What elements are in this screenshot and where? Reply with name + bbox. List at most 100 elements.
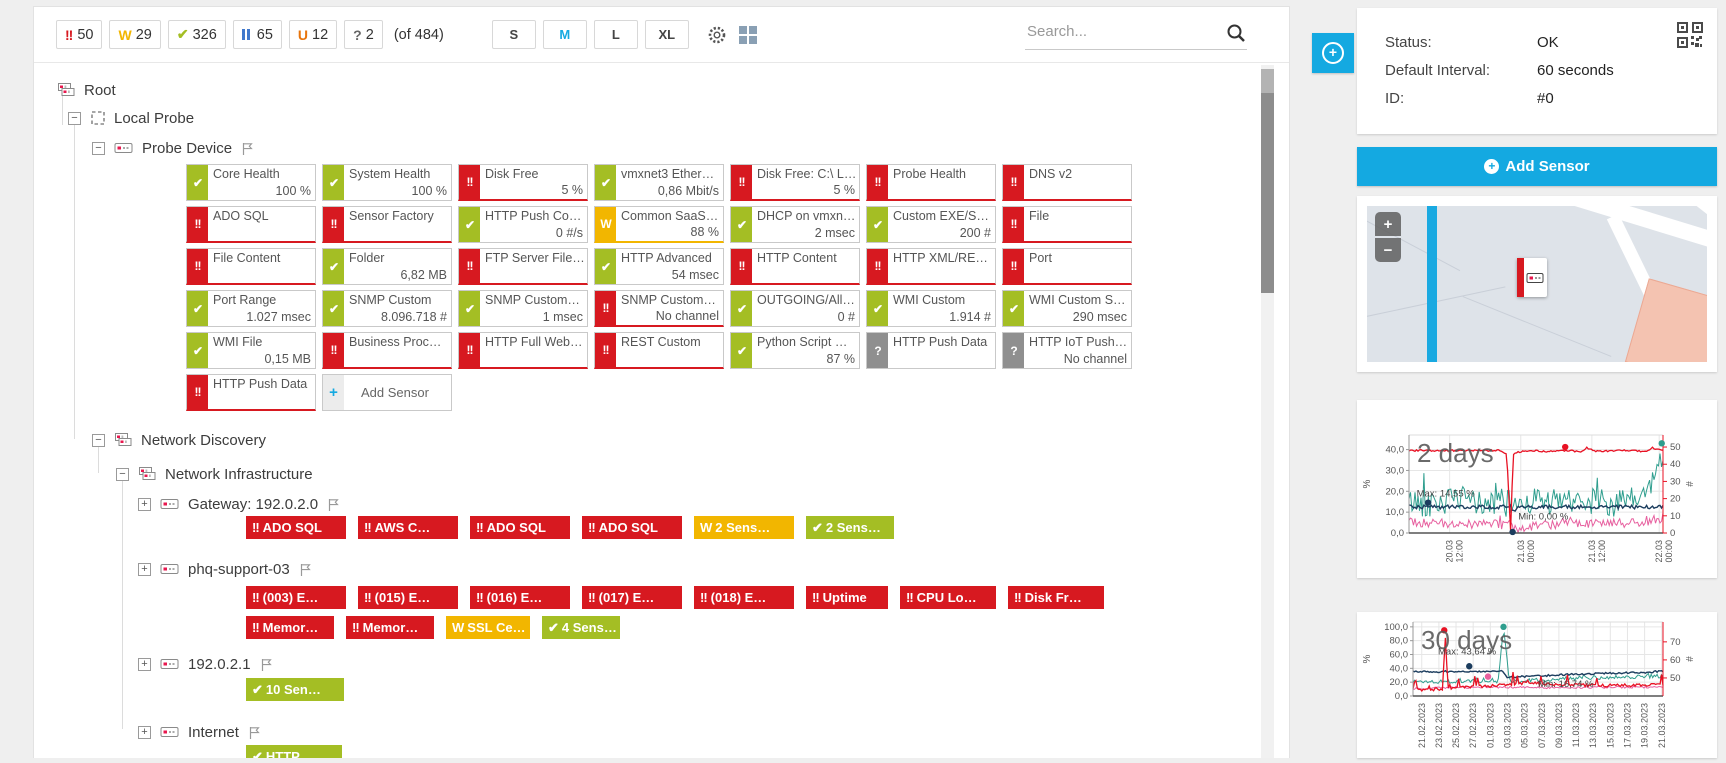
sensor-chip[interactable]: !! Memor… [346, 616, 434, 639]
sensor-tile[interactable]: !! HTTP Full Web… [458, 332, 588, 369]
sensor-tile[interactable]: ? HTTP Push Data [866, 332, 996, 369]
vertical-scrollbar[interactable] [1261, 65, 1274, 758]
sensor-tile[interactable]: !! HTTP Content [730, 248, 860, 285]
collapse-toggle[interactable]: − [92, 141, 105, 155]
sensor-chip[interactable]: ✔ 10 Sen… [246, 678, 344, 701]
sensor-tile[interactable]: !! Disk Free 5 % [458, 164, 588, 201]
map-zoom-in-button[interactable]: + [1375, 212, 1401, 236]
sensor-tile[interactable]: !! File Content [186, 248, 316, 285]
sensor-tile[interactable]: W Common SaaS… 88 % [594, 206, 724, 243]
sensor-tile[interactable]: ✔ WMI Custom 1.914 # [866, 290, 996, 327]
expand-toggle[interactable]: + [138, 562, 151, 576]
status-filter-paused[interactable]: 65 [232, 20, 282, 49]
view-grid-icon[interactable] [738, 25, 758, 45]
tile-size-xl[interactable]: XL [644, 20, 689, 49]
sensor-chip[interactable]: ✔ 4 Sens… [542, 616, 620, 639]
search-icon[interactable] [1225, 22, 1247, 49]
sensor-chip[interactable]: !! (018) E… [694, 586, 794, 609]
map-device-marker[interactable] [1517, 258, 1547, 297]
sensor-tile[interactable]: !! File [1002, 206, 1132, 243]
tree-node-label[interactable]: Gateway: 192.0.2.0 [188, 495, 319, 513]
graph-30-days-card[interactable]: 0,0 20,0 40,0 60,0 80,0 100,0 50 60 70% #21.02.20… [1357, 612, 1717, 758]
sensor-tile[interactable]: ✔ Python Script … 87 % [730, 332, 860, 369]
expand-toggle[interactable]: + [138, 657, 151, 671]
sensor-tile[interactable]: !! FTP Server File… [458, 248, 588, 285]
sensor-tile[interactable]: ✔ WMI Custom S… 290 msec [1002, 290, 1132, 327]
collapse-toggle[interactable]: − [116, 467, 129, 481]
status-filter-unusual[interactable]: U 12 [288, 20, 338, 49]
search-input[interactable] [1025, 19, 1217, 40]
sensor-chip[interactable]: !! ADO SQL [470, 516, 570, 539]
sensor-chip[interactable]: !! Uptime [806, 586, 888, 609]
sensor-chip[interactable]: !! ADO SQL [582, 516, 682, 539]
sensor-tile[interactable]: !! Port [1002, 248, 1132, 285]
graph-2-days-card[interactable]: 0,0 10,0 20,0 30,0 40,0 0 10 20 30 40 50% #20.0312:… [1357, 400, 1717, 578]
sensor-tile[interactable]: ? HTTP IoT Push… No channel [1002, 332, 1132, 369]
sensor-tile[interactable]: ✔ Custom EXE/S… 200 # [866, 206, 996, 243]
add-sensor-tile[interactable]: + Add Sensor [322, 374, 452, 411]
tree-node-label[interactable]: Network Discovery [141, 431, 267, 449]
tree-node-label[interactable]: Internet [188, 723, 239, 741]
sensor-tile[interactable]: !! Sensor Factory [322, 206, 452, 243]
sensor-tile[interactable]: ✔ SNMP Custom… 1 msec [458, 290, 588, 327]
expand-panel-button[interactable]: + [1312, 33, 1354, 73]
sensor-tile[interactable]: ✔ Core Health 100 % [186, 164, 316, 201]
sensor-tile[interactable]: ✔ SNMP Custom 8.096.718 # [322, 290, 452, 327]
tree-node-label[interactable]: Probe Device [142, 139, 233, 157]
sensor-tile[interactable]: !! ADO SQL [186, 206, 316, 243]
flag-icon[interactable] [248, 725, 261, 740]
sensor-chip[interactable]: !! ADO SQL [246, 516, 346, 539]
sensor-chip[interactable]: !! (016) E… [470, 586, 570, 609]
sensor-tile[interactable]: ✔ WMI File 0,15 MB [186, 332, 316, 369]
expand-toggle[interactable]: + [138, 725, 151, 739]
sensor-tile[interactable]: !! HTTP XML/RE… [866, 248, 996, 285]
sensor-chip[interactable]: W SSL Ce… [446, 616, 530, 639]
sensor-tile[interactable]: !! DNS v2 [1002, 164, 1132, 201]
sensor-chip[interactable]: !! (003) E… [246, 586, 346, 609]
sensor-tile[interactable]: ✔ Folder 6,82 MB [322, 248, 452, 285]
tree-node-label[interactable]: phq-support-03 [188, 560, 290, 578]
sensor-tile[interactable]: !! HTTP Push Data [186, 374, 316, 411]
collapse-toggle[interactable]: − [92, 433, 105, 447]
sensor-tile[interactable]: !! REST Custom [594, 332, 724, 369]
tile-size-l[interactable]: L [593, 20, 638, 49]
sensor-chip[interactable]: !! CPU Lo… [900, 586, 996, 609]
qr-code-icon[interactable] [1677, 22, 1703, 53]
tile-size-s[interactable]: S [491, 20, 536, 49]
sensor-tile[interactable]: ✔ Port Range 1.027 msec [186, 290, 316, 327]
sensor-tile[interactable]: ✔ HTTP Push Co… 0 #/s [458, 206, 588, 243]
collapse-toggle[interactable]: − [68, 111, 81, 125]
sensor-chip[interactable]: ✔ 2 Sens… [806, 516, 894, 539]
flag-icon[interactable] [241, 141, 254, 156]
tree-node-label[interactable]: Network Infrastructure [165, 465, 313, 483]
sensor-chip[interactable]: !! (015) E… [358, 586, 458, 609]
sensor-tile[interactable]: ✔ HTTP Advanced 54 msec [594, 248, 724, 285]
flag-icon[interactable] [327, 497, 340, 512]
tile-size-m[interactable]: M [542, 20, 587, 49]
sensor-tile[interactable]: !! Probe Health [866, 164, 996, 201]
sensor-chip[interactable]: ✔ HTTP [246, 745, 342, 758]
settings-gear-icon[interactable] [706, 24, 728, 46]
map-zoom-out-button[interactable]: − [1375, 238, 1401, 262]
sensor-tile[interactable]: !! SNMP Custom… No channel [594, 290, 724, 327]
sensor-chip[interactable]: !! AWS C… [358, 516, 458, 539]
status-filter-down[interactable]: !! 50 [56, 20, 103, 49]
sensor-tile[interactable]: !! Disk Free: C:\ L… 5 % [730, 164, 860, 201]
tree-node-label[interactable]: 192.0.2.1 [188, 655, 251, 673]
status-filter-unknown[interactable]: ? 2 [344, 20, 383, 49]
sensor-tile[interactable]: ✔ DHCP on vmxn… 2 msec [730, 206, 860, 243]
sensor-tile[interactable]: ✔ OUTGOING/All… 0 # [730, 290, 860, 327]
scrollbar-thumb-top[interactable] [1261, 69, 1274, 93]
tree-node-label[interactable]: Local Probe [114, 109, 195, 127]
sensor-tile[interactable]: ✔ System Health 100 % [322, 164, 452, 201]
scrollbar-thumb[interactable] [1261, 93, 1274, 293]
add-sensor-button[interactable]: + Add Sensor [1357, 147, 1717, 186]
sensor-chip[interactable]: !! Memor… [246, 616, 334, 639]
flag-icon[interactable] [260, 657, 273, 672]
geo-map[interactable]: + − [1367, 206, 1707, 362]
sensor-tile[interactable]: !! Business Proc… [322, 332, 452, 369]
sensor-chip[interactable]: !! Disk Fr… [1008, 586, 1104, 609]
sensor-chip[interactable]: !! (017) E… [582, 586, 682, 609]
flag-icon[interactable] [299, 562, 312, 577]
